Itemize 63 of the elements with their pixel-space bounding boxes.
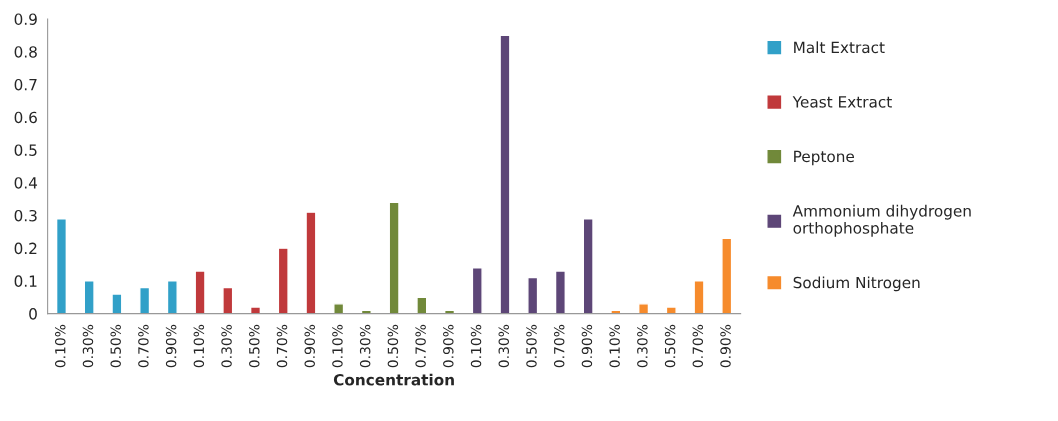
bar: [111, 293, 123, 314]
x-tick-label: 0.70%: [276, 324, 288, 368]
x-tick-label: 0.30%: [221, 324, 232, 368]
bar: [416, 296, 428, 314]
bar: [471, 267, 483, 314]
x-tick-label: 0.50%: [526, 324, 537, 368]
x-tick-label: 0.50%: [664, 324, 676, 368]
legend-label: Malt Extract: [794, 41, 885, 54]
x-tick-label: 0.30%: [82, 324, 94, 368]
x-tick-label: 0.10%: [54, 324, 66, 368]
y-tick-label: 0.7: [14, 78, 37, 91]
bar: [527, 276, 539, 314]
y-tick-label: 0.3: [14, 209, 37, 222]
x-tick-label: 0.70%: [692, 324, 704, 368]
bar: [249, 306, 262, 314]
bar: [139, 286, 151, 314]
x-tick-label: 0.90%: [443, 324, 454, 368]
bar: [83, 280, 95, 314]
x-tick-label: 0.50%: [387, 324, 399, 368]
bar: [721, 237, 733, 314]
bar: [638, 303, 650, 314]
bar: [55, 217, 68, 314]
legend-label: Peptone: [794, 150, 855, 166]
y-tick-label: 0.5: [14, 144, 37, 156]
y-tick-label: 0.8: [14, 46, 37, 58]
x-tick-label: 0.50%: [110, 324, 121, 368]
y-tick-label: 0.4: [14, 177, 38, 189]
bar: [333, 303, 345, 314]
y-tick-label: 0.2: [14, 242, 37, 255]
x-tick-label: 0.30%: [637, 324, 648, 368]
x-tick-label: 0.10%: [609, 324, 620, 368]
y-tick-label: 0.6: [14, 111, 37, 124]
legend-label: Yeast Extract: [792, 96, 892, 108]
legend-label: Ammonium dihydrogen orthophosphate: [792, 204, 971, 237]
y-tick-label: 0: [29, 308, 37, 320]
x-axis-title: Concentration: [333, 373, 454, 386]
bar: [305, 211, 317, 314]
x-tick-label: 0.50%: [249, 324, 260, 368]
bar: [166, 280, 178, 314]
x-tick-label: 0.70%: [415, 324, 426, 368]
y-tick-label: 0.1: [14, 275, 37, 287]
x-tick-label: 0.10%: [332, 324, 343, 368]
bar: [582, 217, 594, 314]
x-tick-label: 0.90%: [581, 324, 593, 368]
bar: [554, 270, 566, 314]
x-tick-label: 0.90%: [304, 324, 315, 368]
x-tick-label: 0.30%: [359, 324, 371, 368]
x-tick-label: 0.70%: [138, 324, 149, 368]
bar: [277, 247, 289, 314]
bar: [194, 270, 206, 314]
x-tick-label: 0.10%: [193, 324, 205, 368]
bar: [665, 306, 677, 314]
bar: [222, 286, 234, 314]
bar: [388, 201, 400, 314]
x-tick-label: 0.70%: [553, 324, 565, 368]
bar: [693, 280, 705, 314]
y-tick-label: 0.9: [14, 13, 37, 25]
x-tick-label: 0.90%: [720, 324, 731, 368]
x-tick-label: 0.90%: [165, 324, 177, 368]
bar: [499, 34, 511, 314]
legend-label: Sodium Nitrogen: [793, 276, 920, 292]
x-tick-label: 0.10%: [470, 324, 482, 368]
x-tick-label: 0.30%: [498, 324, 510, 368]
